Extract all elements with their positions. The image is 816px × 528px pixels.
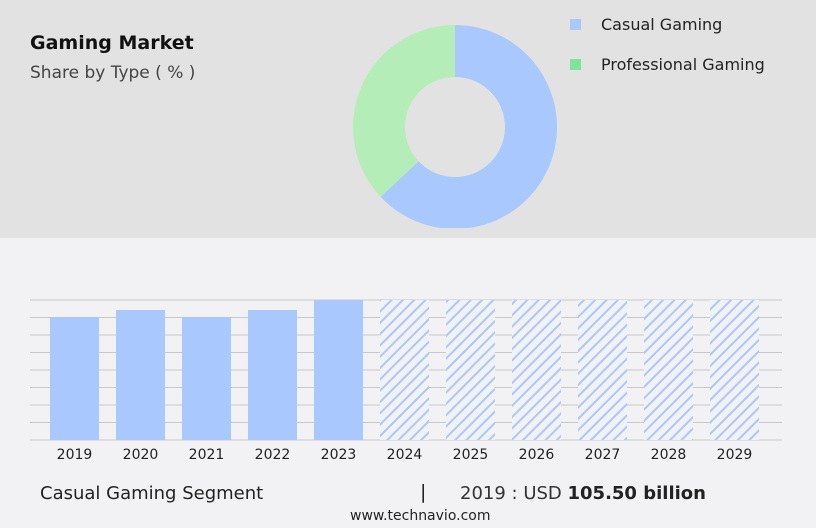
bar-chart: 2019 2020 2021 2022 2023 2024 2025 2026 2027 2028… <box>30 299 782 463</box>
value-prefix: 2019 : USD <box>460 483 568 504</box>
donut-chart <box>0 24 816 238</box>
x-tick-label: 2021 <box>189 447 225 463</box>
bar-forecast-2026 <box>512 300 561 440</box>
legend-item-professional: Professional Gaming <box>570 55 765 74</box>
segment-value: 2019 : USD 105.50 billion <box>460 483 706 504</box>
legend-label: Professional Gaming <box>601 55 765 74</box>
bar-2021 <box>182 317 231 440</box>
donut-slice-1 <box>353 24 455 197</box>
bar-2023 <box>314 300 363 440</box>
x-tick-label: 2027 <box>585 447 621 463</box>
x-tick-label: 2020 <box>123 447 159 463</box>
legend-swatch <box>570 59 581 70</box>
bar-2022 <box>248 310 297 440</box>
x-tick-label: 2026 <box>519 447 555 463</box>
bar-forecast-2025 <box>446 300 495 440</box>
donut-slice-0 <box>380 25 557 229</box>
x-tick-label: 2023 <box>321 447 357 463</box>
x-tick-label: 2028 <box>651 447 687 463</box>
separator: | <box>420 481 427 503</box>
value-amount: 105.50 billion <box>567 483 706 504</box>
donut-clip <box>0 228 816 238</box>
x-tick-label: 2024 <box>387 447 423 463</box>
x-tick-label: 2029 <box>717 447 753 463</box>
bar-forecast-2028 <box>644 300 693 440</box>
segment-label: Casual Gaming Segment <box>40 483 264 504</box>
legend-swatch <box>570 19 581 30</box>
legend-label: Casual Gaming <box>601 15 723 34</box>
bar-2020 <box>116 310 165 440</box>
chart-subtitle: Share by Type ( % ) <box>30 63 196 83</box>
chart-title: Gaming Market <box>30 32 194 54</box>
source-url: www.technavio.com <box>350 508 491 524</box>
legend-item-casual: Casual Gaming <box>570 15 722 34</box>
x-tick-label: 2022 <box>255 447 291 463</box>
bar-forecast-2029 <box>710 300 759 440</box>
bar-forecast-2024 <box>380 300 429 440</box>
x-tick-label: 2025 <box>453 447 489 463</box>
x-tick-label: 2019 <box>57 447 93 463</box>
bar-2019 <box>50 317 99 440</box>
bar-forecast-2027 <box>578 300 627 440</box>
